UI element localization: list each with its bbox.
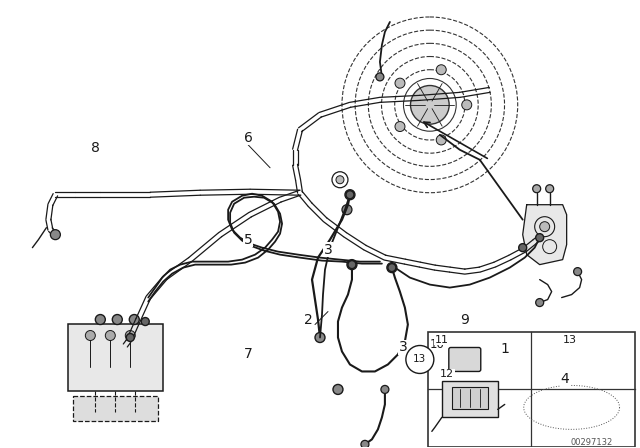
Circle shape: [347, 260, 357, 270]
Circle shape: [540, 222, 550, 232]
Circle shape: [536, 234, 543, 241]
Text: 3: 3: [399, 340, 407, 354]
Bar: [74, 396, 158, 422]
Text: 13: 13: [563, 335, 577, 345]
Circle shape: [141, 318, 149, 326]
Circle shape: [410, 86, 449, 124]
Circle shape: [126, 333, 134, 341]
Text: 00297132: 00297132: [570, 438, 612, 447]
Circle shape: [518, 244, 527, 252]
Bar: [442, 381, 498, 418]
Circle shape: [532, 185, 541, 193]
Circle shape: [333, 384, 343, 394]
Circle shape: [536, 298, 543, 306]
Circle shape: [85, 331, 95, 340]
Circle shape: [436, 135, 446, 145]
Circle shape: [376, 73, 384, 81]
Circle shape: [336, 176, 344, 184]
Bar: [428, 332, 634, 448]
Circle shape: [51, 230, 60, 240]
Text: 1: 1: [500, 342, 509, 357]
Text: 9: 9: [460, 313, 469, 327]
Circle shape: [348, 261, 356, 269]
Circle shape: [395, 78, 405, 88]
Text: 6: 6: [244, 131, 253, 145]
Circle shape: [95, 314, 106, 324]
Text: 8: 8: [91, 141, 100, 155]
Text: 13: 13: [413, 354, 426, 365]
Text: 2: 2: [303, 313, 312, 327]
Text: 7: 7: [244, 348, 252, 362]
Text: 11: 11: [435, 335, 449, 345]
Text: 5: 5: [244, 233, 252, 247]
Circle shape: [406, 345, 434, 374]
Circle shape: [106, 331, 115, 340]
Circle shape: [345, 190, 355, 200]
Circle shape: [129, 314, 140, 324]
Text: 12: 12: [440, 370, 454, 379]
Circle shape: [346, 191, 354, 199]
Polygon shape: [523, 205, 566, 265]
Text: 3: 3: [324, 243, 332, 257]
Circle shape: [436, 65, 446, 75]
Circle shape: [315, 332, 325, 343]
Bar: [452, 388, 488, 409]
Circle shape: [342, 205, 352, 215]
Circle shape: [395, 121, 405, 132]
Text: 4: 4: [560, 372, 569, 387]
Text: 10: 10: [429, 338, 444, 351]
Circle shape: [573, 267, 582, 276]
FancyBboxPatch shape: [449, 348, 481, 371]
Bar: [68, 323, 163, 392]
Circle shape: [381, 385, 389, 393]
Circle shape: [461, 100, 472, 110]
Circle shape: [388, 263, 396, 271]
Circle shape: [387, 263, 397, 272]
Circle shape: [112, 314, 122, 324]
Circle shape: [361, 440, 369, 448]
Circle shape: [546, 185, 554, 193]
Circle shape: [125, 331, 135, 340]
